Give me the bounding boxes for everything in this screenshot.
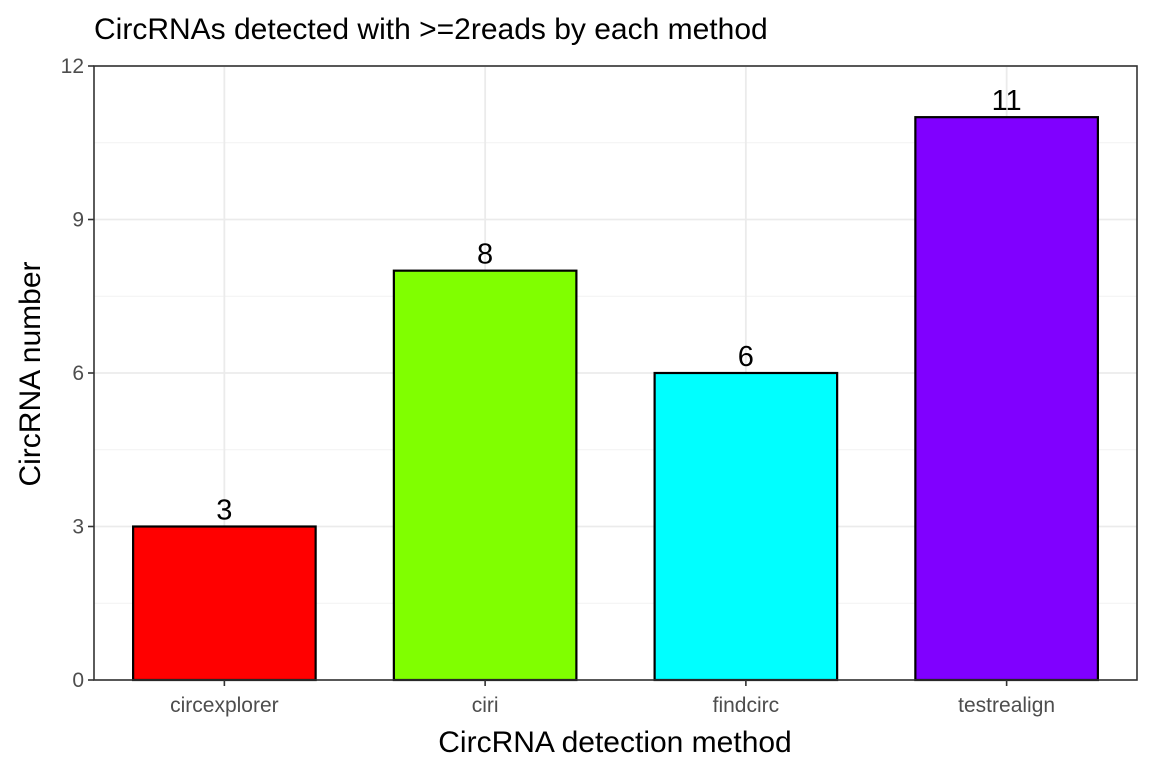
x-tick-label-testrealign: testrealign: [958, 694, 1055, 717]
y-tick-label: 3: [72, 516, 84, 539]
x-tick-label-findcirc: findcirc: [713, 694, 780, 717]
x-tick-label-ciri: ciri: [472, 694, 499, 717]
bar-value-label-testrealign: 11: [992, 85, 1022, 117]
y-axis-title: CircRNA number: [14, 261, 47, 486]
bar-circexplorer: [132, 525, 317, 682]
y-tick-label: 6: [72, 362, 84, 385]
y-tick-label: 9: [72, 209, 84, 232]
x-axis: circexplorer ciri findcirc testrealign: [170, 680, 1055, 717]
bar-findcirc: [653, 371, 839, 682]
x-tick-label-circexplorer: circexplorer: [170, 694, 279, 717]
chart-title: CircRNAs detected with >=2reads by each …: [94, 13, 768, 46]
bar-testrealign: [914, 116, 1099, 682]
y-tick-label: 0: [72, 669, 84, 692]
y-axis: 0 3 6 9 12: [61, 55, 94, 692]
bar-ciri: [392, 269, 578, 682]
bar-value-label-findcirc: 6: [738, 341, 754, 373]
bar-value-label-ciri: 8: [477, 239, 493, 271]
bar-value-labels: 3 8 6 11: [216, 85, 1021, 526]
bar-value-label-circexplorer: 3: [216, 495, 232, 527]
bars: [132, 116, 1099, 682]
y-tick-label: 12: [61, 55, 84, 78]
x-axis-title: CircRNA detection method: [438, 726, 792, 759]
